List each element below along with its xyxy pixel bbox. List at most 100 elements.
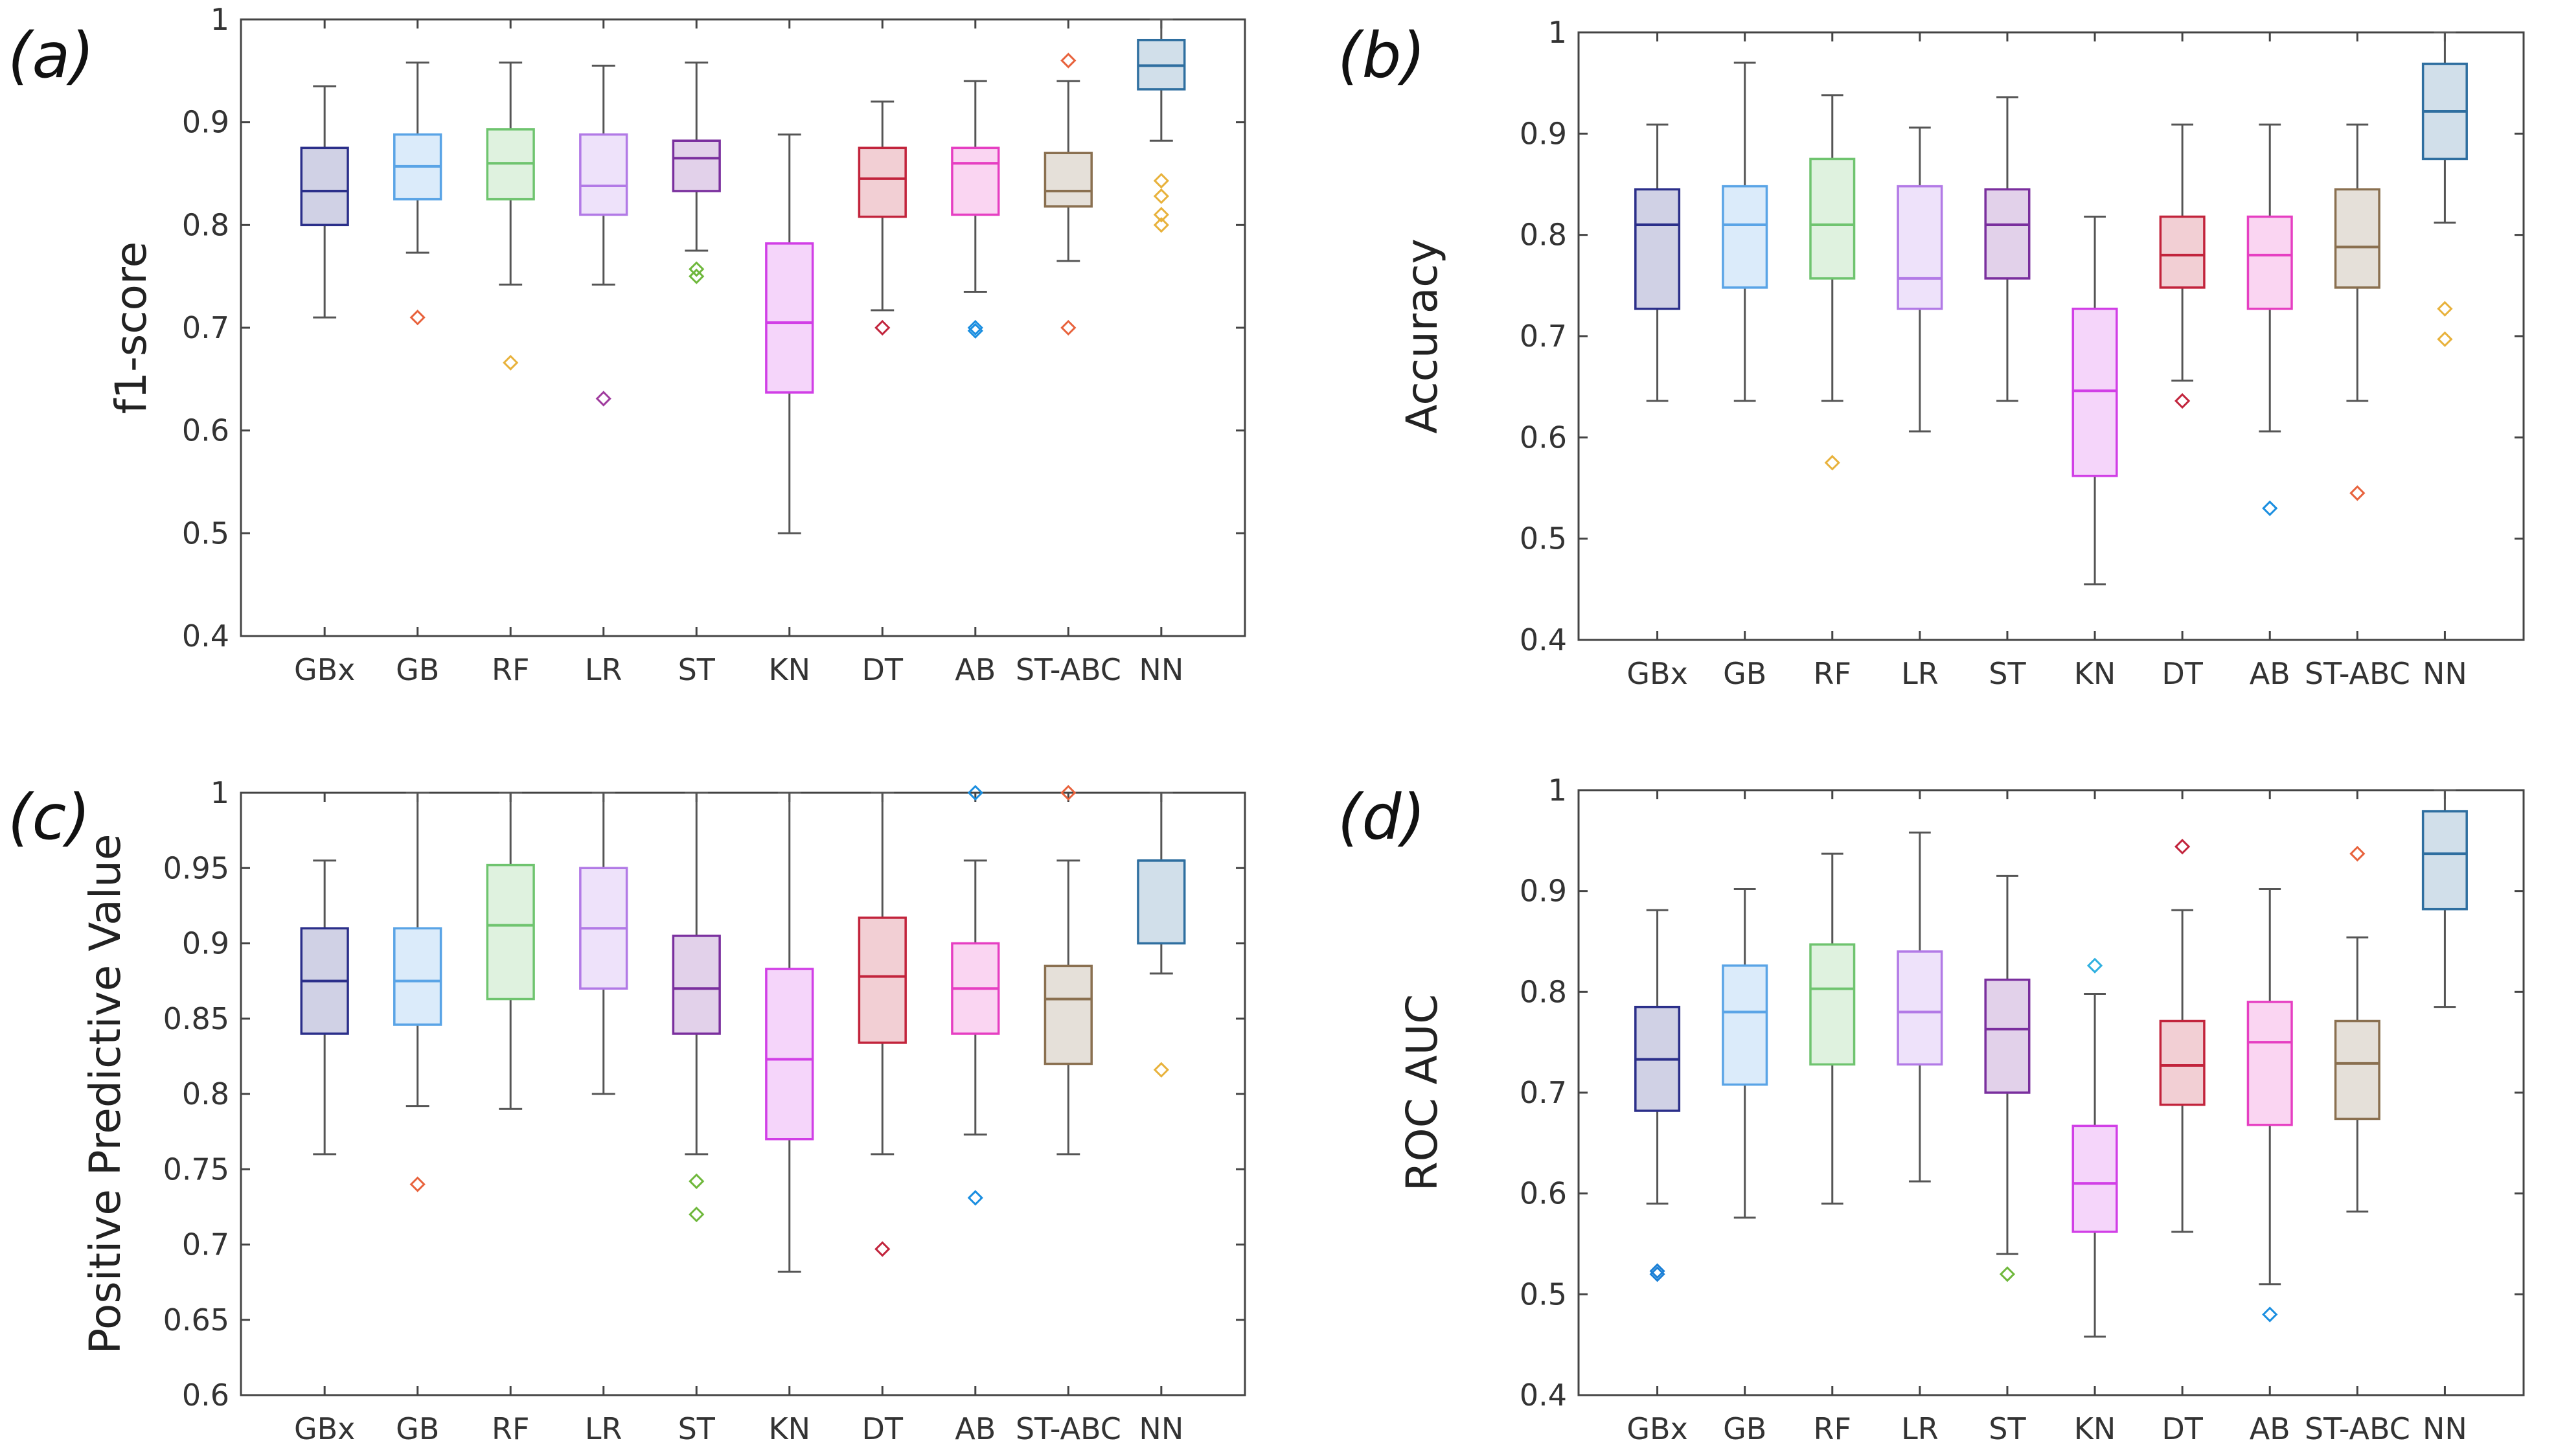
y-tick-label: 0.75 (163, 1152, 229, 1187)
outlier-marker (874, 1241, 891, 1257)
outlier-marker (2349, 845, 2366, 862)
y-tick-label: 0.6 (1520, 420, 1567, 455)
x-tick-label: RF (1814, 1411, 1851, 1446)
x-tick-label: NN (2423, 656, 2467, 691)
box-st-abc (1044, 152, 1093, 208)
y-tick-label: 0.4 (1520, 622, 1567, 657)
x-tick-label: GBx (294, 1411, 355, 1446)
x-tick-label: AB (955, 652, 996, 687)
y-tick-label: 0.9 (182, 105, 229, 140)
outlier-marker (1649, 1263, 1665, 1279)
box-nn (2421, 810, 2468, 911)
x-tick-label: ST-ABC (1016, 652, 1121, 687)
x-tick-label: ST (678, 652, 716, 687)
outlier-marker (967, 784, 983, 801)
box-kn (2071, 1124, 2118, 1233)
box-ab (2246, 1001, 2293, 1126)
outlier-marker (1060, 319, 1077, 336)
panel-label-b: (b) (1338, 19, 1426, 92)
x-tick-label: LR (585, 652, 622, 687)
y-axis-label: Accuracy (1397, 238, 1447, 433)
box-nn (1137, 859, 1186, 945)
x-tick-label: LR (1901, 656, 1939, 691)
x-tick-label: DT (2162, 1411, 2203, 1446)
y-tick-label: 0.8 (182, 207, 229, 242)
panel-b: (b) 0.4 0.5 0.6 0.7 0.8 0.9 1 Accuracy GBx GB RF LR… (1278, 0, 2556, 728)
panel-a: (a) 0.4 0.5 0.6 0.7 0.8 0.9 1 f1-score GBx GB RF LR… (0, 0, 1278, 728)
box-st-abc (2334, 188, 2380, 289)
outlier-marker (2086, 957, 2103, 973)
y-tick-label: 0.9 (1520, 116, 1567, 151)
outlier-marker (2437, 331, 2453, 347)
x-tick-label: KN (2074, 656, 2116, 691)
box-gb (393, 927, 442, 1026)
box-st (672, 139, 721, 192)
x-tick-label: ST (678, 1411, 716, 1446)
x-tick-label: GBx (294, 652, 355, 687)
box-gb (1722, 964, 1768, 1086)
box-kn (2071, 308, 2118, 477)
box-st-abc (2334, 1019, 2380, 1120)
panel-label-c: (c) (8, 781, 91, 854)
outlier-marker (409, 310, 426, 326)
box-rf (1809, 157, 1856, 280)
x-tick-label: KN (2074, 1411, 2116, 1446)
y-tick-label: 0.8 (1520, 974, 1567, 1009)
y-tick-label: 1 (1548, 773, 1567, 808)
box-lr (1897, 185, 1943, 310)
x-tick-label: NN (1139, 652, 1183, 687)
x-tick-label: AB (2250, 1411, 2290, 1446)
chart-c: 0.6 0.65 0.7 0.75 0.8 0.85 0.9 0.95 1 Positive Pr… (80, 775, 1246, 1446)
box-gbx (1634, 188, 1681, 310)
box-rf (486, 863, 535, 1001)
outlier-marker (689, 268, 705, 284)
outlier-marker (689, 261, 705, 277)
outlier-marker (595, 391, 611, 407)
box-kn (765, 968, 814, 1141)
box-st-abc (1044, 964, 1093, 1065)
outlier-marker (2174, 392, 2191, 409)
chart-d: 0.4 0.5 0.6 0.7 0.8 0.9 1 ROC AUC GBx GB RF LR ST KN D… (1397, 773, 2525, 1446)
x-tick-label: GB (396, 1411, 439, 1446)
x-tick-label: LR (585, 1411, 622, 1446)
x-tick-label: GB (1723, 1411, 1766, 1446)
x-tick-label: DT (862, 652, 904, 687)
outlier-marker (409, 1176, 426, 1192)
box-gbx (300, 146, 349, 227)
panel-d: (d) 0.4 0.5 0.6 0.7 0.8 0.9 1 ROC AUC GBx GB RF LR S… (1278, 728, 2556, 1456)
x-tick-label: RF (492, 1411, 529, 1446)
outlier-marker (2262, 500, 2278, 516)
outlier-marker (1153, 207, 1169, 223)
outlier-marker (967, 319, 983, 336)
y-tick-label: 0.6 (182, 413, 229, 448)
outlier-marker (1153, 1062, 1169, 1078)
chart-a: 0.4 0.5 0.6 0.7 0.8 0.9 1 f1-score GBx GB RF LR ST KN… (106, 2, 1246, 687)
outlier-marker (2437, 301, 2453, 317)
box-dt (2159, 1019, 2206, 1106)
outlier-marker (1649, 1266, 1665, 1282)
outlier-marker (1153, 217, 1169, 233)
y-tick-label: 1 (211, 2, 229, 37)
y-tick-label: 0.85 (163, 1001, 229, 1036)
outlier-marker (689, 1173, 705, 1189)
y-tick-label: 0.6 (182, 1378, 229, 1413)
x-tick-label: RF (1814, 656, 1851, 691)
x-tick-label: KN (768, 652, 810, 687)
outlier-marker (967, 1190, 983, 1206)
y-axis-label: ROC AUC (1397, 994, 1447, 1191)
axes-frame (240, 18, 1246, 637)
box-gb (1722, 185, 1768, 289)
y-axis-label: Positive Predictive Value (80, 834, 130, 1354)
x-tick-label: ST (1989, 1411, 2026, 1446)
y-tick-label: 0.4 (1520, 1378, 1567, 1413)
y-tick-label: 0.8 (182, 1076, 229, 1111)
outlier-marker (967, 323, 983, 339)
y-tick-label: 0.7 (1520, 319, 1567, 354)
axes-frame (240, 791, 1246, 1396)
y-tick-label: 0.6 (1520, 1176, 1567, 1211)
box-rf (1809, 943, 1856, 1066)
y-tick-label: 0.65 (163, 1302, 229, 1337)
x-tick-label: AB (955, 1411, 996, 1446)
chart-b: 0.4 0.5 0.6 0.7 0.8 0.9 1 Accuracy GBx GB RF LR ST KN… (1397, 15, 2525, 691)
x-tick-label: GBx (1626, 656, 1687, 691)
